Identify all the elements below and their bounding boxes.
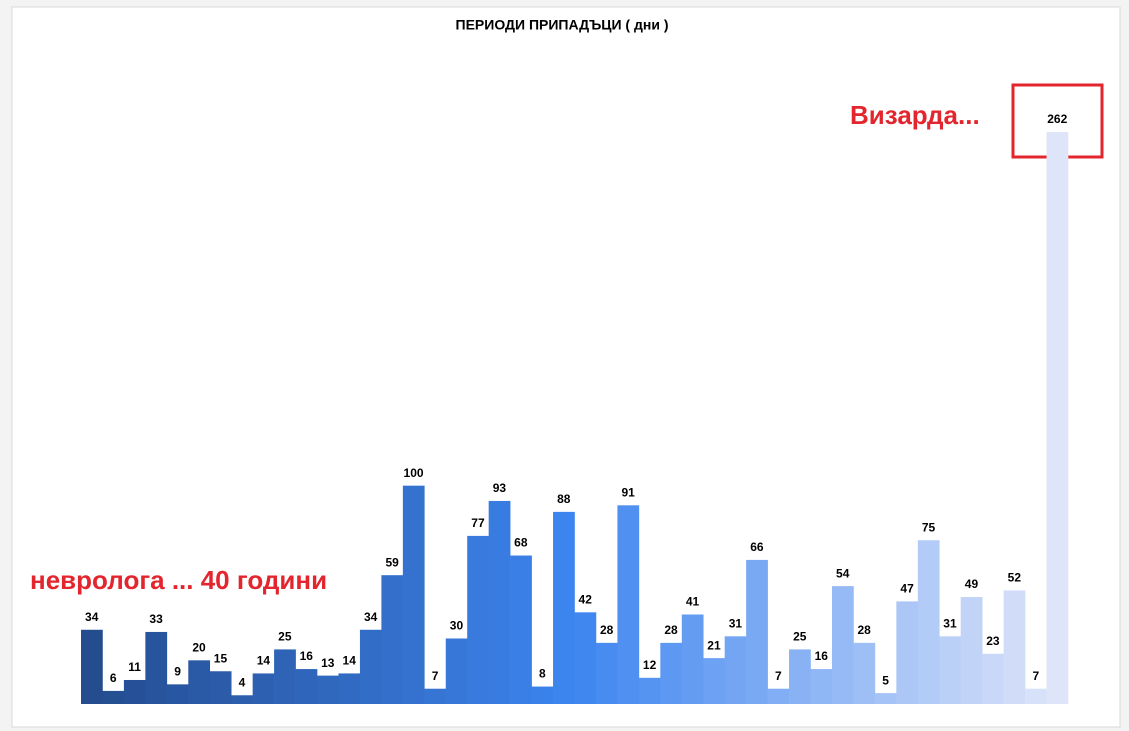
bar <box>274 649 296 704</box>
bar <box>467 535 489 704</box>
data-label: 14 <box>257 654 271 668</box>
bar <box>252 673 275 704</box>
data-label: 28 <box>664 623 678 637</box>
bar <box>724 636 747 704</box>
bar <box>896 601 919 704</box>
data-label: 20 <box>192 641 206 655</box>
bar <box>681 614 704 704</box>
bar <box>831 586 854 704</box>
data-label: 42 <box>579 592 593 606</box>
bar <box>660 642 683 704</box>
bar <box>1025 688 1047 704</box>
data-label: 14 <box>343 654 357 668</box>
data-label: 33 <box>149 612 163 626</box>
data-label: 9 <box>174 665 181 679</box>
data-label: 16 <box>815 649 829 663</box>
bar <box>960 597 983 704</box>
bar <box>488 500 511 704</box>
data-label: 93 <box>493 481 507 495</box>
bar <box>853 642 876 704</box>
data-label: 262 <box>1047 112 1067 126</box>
bar <box>123 679 146 704</box>
data-label: 30 <box>450 619 464 633</box>
bar <box>553 511 575 704</box>
data-label: 28 <box>857 623 871 637</box>
bar <box>767 688 790 704</box>
bar <box>789 649 811 704</box>
data-label: 21 <box>707 638 721 652</box>
bar <box>102 690 125 704</box>
bar <box>145 631 168 704</box>
data-label: 34 <box>364 610 378 624</box>
bar <box>1003 590 1026 704</box>
annotation: невролога ... 40 години <box>30 565 327 595</box>
data-label: 7 <box>775 669 782 683</box>
bar <box>810 669 833 704</box>
data-label: 54 <box>836 566 850 580</box>
data-label: 5 <box>882 673 889 687</box>
data-label: 13 <box>321 656 335 670</box>
data-label: 4 <box>239 675 246 689</box>
bar <box>402 485 425 704</box>
bar <box>338 673 361 704</box>
data-label: 7 <box>432 669 439 683</box>
bar <box>381 575 404 704</box>
data-label: 11 <box>128 660 141 674</box>
data-label: 88 <box>557 492 571 506</box>
bar <box>982 653 1004 704</box>
data-label: 68 <box>514 536 528 550</box>
bar <box>445 638 468 704</box>
data-label: 16 <box>300 649 314 663</box>
bar <box>359 629 382 704</box>
chart-title: ПЕРИОДИ ПРИПАДЪЦИ ( дни ) <box>456 17 669 33</box>
data-label: 66 <box>750 540 764 554</box>
bar <box>424 688 447 704</box>
data-label: 25 <box>278 630 292 644</box>
bar <box>81 629 103 704</box>
data-label: 52 <box>1008 571 1022 585</box>
bar <box>574 612 597 704</box>
bar <box>939 636 962 704</box>
bar <box>231 695 253 704</box>
data-label: 91 <box>621 485 635 499</box>
bar <box>595 642 618 704</box>
bar <box>188 660 211 704</box>
data-label: 34 <box>85 610 99 624</box>
bar <box>531 686 554 704</box>
data-label: 15 <box>214 651 228 665</box>
data-label: 31 <box>943 616 957 630</box>
bar <box>638 677 661 704</box>
bar <box>746 559 768 704</box>
data-label: 75 <box>922 520 936 534</box>
bar <box>166 684 189 704</box>
data-label: 25 <box>793 630 807 644</box>
data-label: 41 <box>686 595 700 609</box>
data-label: 7 <box>1032 669 1039 683</box>
annotation: Визарда... <box>850 100 980 130</box>
data-label: 8 <box>539 667 546 681</box>
bar <box>703 658 725 704</box>
bar <box>510 555 532 704</box>
bar <box>874 693 897 704</box>
data-label: 12 <box>643 658 657 672</box>
bar <box>317 675 339 704</box>
bar <box>617 505 640 704</box>
data-label: 100 <box>404 466 424 480</box>
data-label: 47 <box>900 582 914 596</box>
bar <box>917 540 940 704</box>
data-label: 49 <box>965 577 979 591</box>
data-label: 6 <box>110 671 117 685</box>
bar <box>1046 131 1069 704</box>
bar <box>209 671 232 704</box>
data-label: 59 <box>385 555 399 569</box>
data-label: 28 <box>600 623 614 637</box>
data-label: 77 <box>471 516 485 530</box>
bar <box>295 669 318 704</box>
data-label: 31 <box>729 616 743 630</box>
data-label: 23 <box>986 634 1000 648</box>
